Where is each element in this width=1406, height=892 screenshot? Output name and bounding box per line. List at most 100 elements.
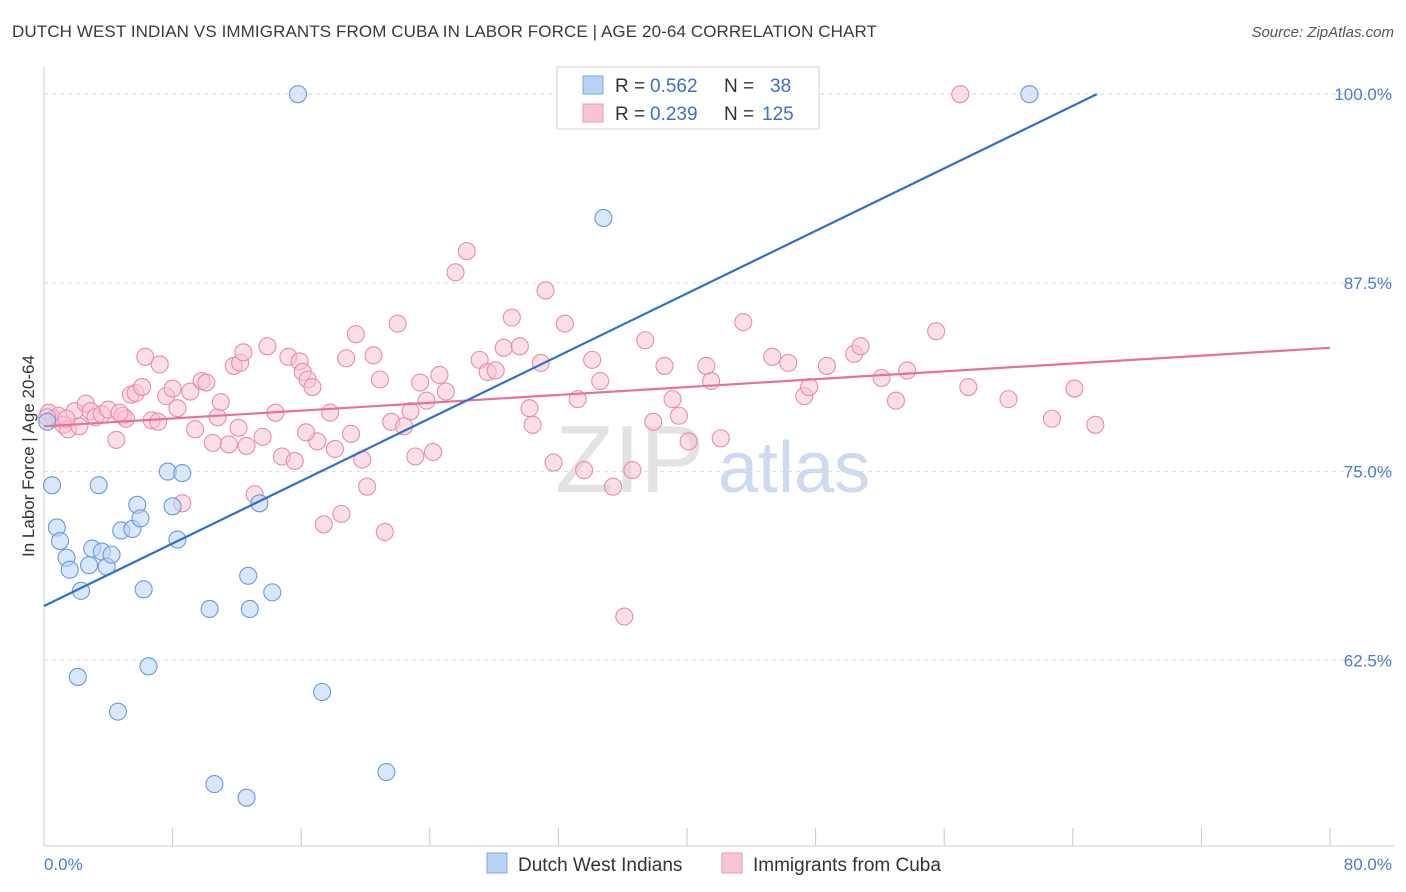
point-immigrants-from-cuba [321, 403, 340, 422]
point-immigrants-from-cuba [325, 439, 345, 459]
point-dutch-west-indians [60, 560, 79, 579]
point-immigrants-from-cuba [341, 424, 361, 443]
point-immigrants-from-cuba [285, 451, 304, 471]
point-immigrants-from-cuba [211, 393, 230, 412]
trend-line-dutch-west-indians [43, 93, 1098, 607]
point-dutch-west-indians [240, 599, 259, 619]
point-dutch-west-indians [139, 657, 158, 676]
point-immigrants-from-cuba [669, 406, 689, 425]
point-dutch-west-indians [288, 85, 308, 104]
series-legend: Dutch West Indians Immigrants from Cuba [486, 852, 941, 876]
point-immigrants-from-cuba [370, 370, 390, 389]
point-immigrants-from-cuba [446, 263, 465, 282]
point-immigrants-from-cuba [734, 313, 753, 332]
point-immigrants-from-cuba [229, 418, 248, 437]
stats-r-label-pink: R = [615, 104, 645, 125]
point-immigrants-from-cuba [575, 461, 594, 480]
point-immigrants-from-cuba [430, 365, 449, 385]
trend-lines [43, 93, 1331, 607]
series-immigrants-from-cuba [38, 85, 1105, 626]
point-immigrants-from-cuba [346, 325, 365, 344]
point-immigrants-from-cuba [851, 337, 870, 356]
y-tick-label: 75.0% [1344, 463, 1392, 482]
point-immigrants-from-cuba [711, 429, 730, 448]
point-dutch-west-indians [108, 702, 127, 721]
point-immigrants-from-cuba [186, 420, 205, 439]
point-immigrants-from-cuba [181, 382, 200, 401]
point-dutch-west-indians [134, 580, 153, 599]
point-immigrants-from-cuba [332, 504, 351, 523]
stats-swatch-blue [582, 75, 604, 95]
point-immigrants-from-cuba [486, 361, 505, 380]
trend-line-immigrants-from-cuba [43, 346, 1331, 428]
point-immigrants-from-cuba [531, 353, 550, 372]
y-tick-label: 100.0% [1334, 85, 1392, 104]
point-dutch-west-indians [68, 667, 87, 686]
point-immigrants-from-cuba [779, 353, 798, 372]
point-immigrants-from-cuba [763, 347, 782, 366]
stats-n-value-blue: 38 [770, 76, 791, 97]
point-immigrants-from-cuba [817, 356, 836, 375]
point-immigrants-from-cuba [544, 453, 563, 472]
point-immigrants-from-cuba [296, 423, 316, 442]
stats-r-value-blue: 0.562 [650, 76, 698, 97]
point-immigrants-from-cuba [655, 356, 674, 375]
point-immigrants-from-cuba [536, 281, 555, 300]
point-immigrants-from-cuba [959, 378, 978, 397]
point-immigrants-from-cuba [800, 378, 819, 397]
point-immigrants-from-cuba [110, 403, 129, 422]
point-immigrants-from-cuba [1042, 409, 1061, 428]
stats-swatch-pink [582, 103, 604, 123]
point-immigrants-from-cuba [133, 378, 152, 397]
point-immigrants-from-cuba [395, 417, 414, 436]
point-immigrants-from-cuba [197, 373, 216, 392]
point-immigrants-from-cuba [663, 390, 682, 409]
point-immigrants-from-cuba [697, 356, 716, 375]
point-dutch-west-indians [1020, 85, 1039, 104]
stats-legend: R = 0.562 N = 38 R = 0.239 N = 125 [556, 66, 820, 130]
point-immigrants-from-cuba [150, 355, 169, 374]
point-immigrants-from-cuba [253, 427, 272, 446]
point-immigrants-from-cuba [898, 361, 917, 380]
point-immigrants-from-cuba [136, 347, 155, 366]
point-immigrants-from-cuba [375, 522, 394, 542]
point-immigrants-from-cuba [337, 349, 356, 368]
point-dutch-west-indians [51, 531, 70, 551]
y-tick-label: 62.5% [1344, 651, 1392, 670]
point-immigrants-from-cuba [604, 477, 623, 496]
point-dutch-west-indians [163, 497, 182, 516]
point-immigrants-from-cuba [520, 399, 539, 418]
point-immigrants-from-cuba [872, 368, 891, 388]
point-immigrants-from-cuba [927, 322, 946, 341]
stats-r-value-pink: 0.239 [650, 104, 698, 125]
point-immigrants-from-cuba [1065, 379, 1084, 398]
point-immigrants-from-cuba [523, 415, 542, 434]
point-dutch-west-indians [377, 762, 396, 782]
point-dutch-west-indians [89, 476, 108, 495]
point-immigrants-from-cuba [401, 402, 420, 421]
point-immigrants-from-cuba [406, 447, 425, 466]
legend-swatch-dutch-west-indians [486, 852, 508, 874]
point-immigrants-from-cuba [219, 435, 238, 454]
point-immigrants-from-cuba [163, 379, 182, 398]
point-immigrants-from-cuba [303, 378, 322, 397]
point-immigrants-from-cuba [107, 430, 126, 449]
point-immigrants-from-cuba [388, 314, 407, 333]
chart-title: DUTCH WEST INDIAN VS IMMIGRANTS FROM CUB… [12, 22, 878, 41]
point-immigrants-from-cuba [364, 346, 383, 365]
x-tick-label-max: 80.0% [1344, 855, 1392, 874]
point-immigrants-from-cuba [555, 314, 574, 333]
point-immigrants-from-cuba [623, 461, 642, 480]
stats-r-label-blue: R = [615, 76, 645, 97]
point-dutch-west-indians [237, 788, 256, 807]
point-dutch-west-indians [594, 208, 613, 228]
stats-n-label-blue: N = [724, 76, 754, 97]
point-dutch-west-indians [79, 556, 99, 575]
point-immigrants-from-cuba [591, 371, 610, 391]
point-immigrants-from-cuba [149, 412, 168, 431]
point-dutch-west-indians [131, 509, 150, 528]
point-immigrants-from-cuba [234, 343, 253, 362]
point-immigrants-from-cuba [510, 337, 529, 356]
point-dutch-west-indians [205, 775, 224, 794]
